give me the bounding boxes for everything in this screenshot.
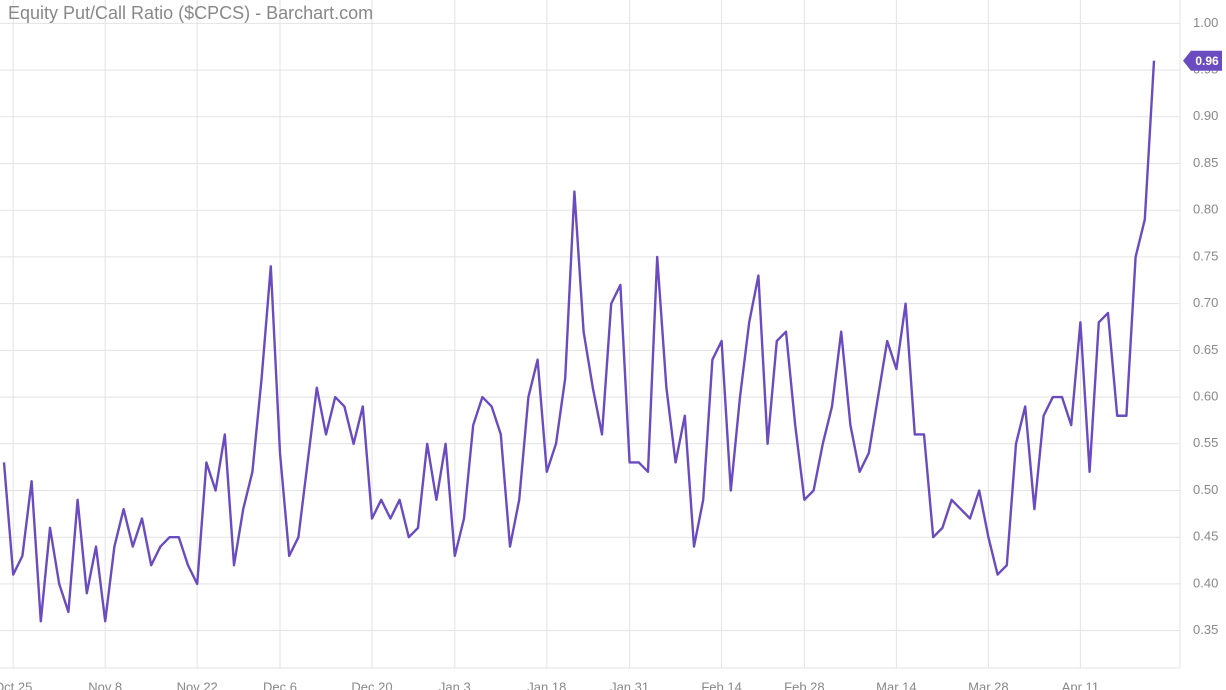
last-value-label: 0.96 [1195,54,1219,68]
x-tick-label: Jan 3 [439,679,471,690]
x-tick-label: Jan 31 [610,679,649,690]
x-tick-label: Mar 28 [968,679,1008,690]
y-tick-label: 0.75 [1193,248,1218,263]
x-tick-label: Apr 11 [1062,679,1099,690]
y-tick-label: 0.90 [1193,108,1218,123]
y-tick-label: 0.45 [1193,529,1218,544]
y-tick-label: 0.50 [1193,482,1218,497]
chart-title: Equity Put/Call Ratio ($CPCS) - Barchart… [8,3,373,23]
last-value-tag [1183,50,1222,71]
x-tick-label: Nov 8 [88,679,122,690]
x-tick-label: Oct 25 [0,679,32,690]
line-series [2,60,1156,623]
x-tick-label: Nov 22 [177,679,218,690]
x-tick-label: Dec 20 [351,679,392,690]
x-tick-label: Dec 6 [263,679,297,690]
y-tick-label: 0.65 [1193,342,1218,357]
y-tick-label: 1.00 [1193,15,1218,30]
plot [2,60,1156,623]
x-tick-label: Jan 18 [527,679,566,690]
grid [0,0,1181,669]
y-tick-label: 0.35 [1193,622,1218,637]
x-tick-label: Mar 14 [876,679,916,690]
y-tick-label: 0.80 [1193,202,1218,217]
y-tick-label: 0.60 [1193,389,1218,404]
y-tick-label: 0.40 [1193,575,1218,590]
y-tick-label: 0.70 [1193,295,1218,310]
y-tick-label: 0.55 [1193,435,1218,450]
y-tick-label: 0.85 [1193,155,1218,170]
x-tick-label: Feb 28 [784,679,824,690]
x-tick-label: Feb 14 [701,679,741,690]
